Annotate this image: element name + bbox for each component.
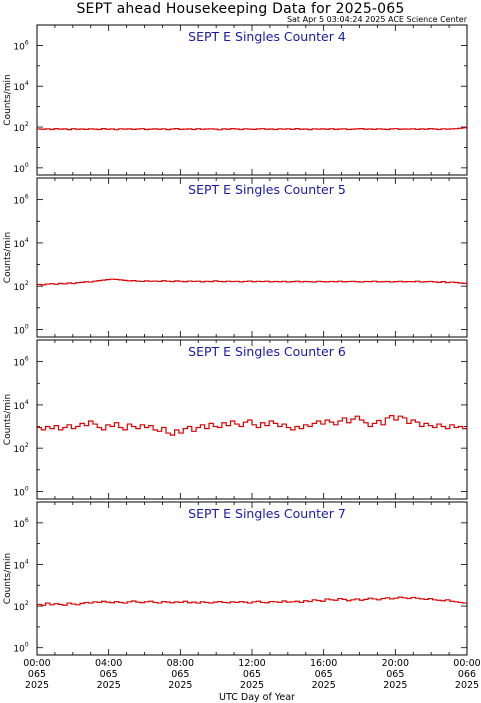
x-tick-label: 2025: [383, 680, 407, 691]
panel-title-4: SEPT E Singles Counter 7: [188, 506, 346, 521]
y-axis-label: Counts/min: [3, 553, 13, 604]
series-line-3: [37, 415, 467, 436]
x-tick-label: 2025: [168, 680, 192, 691]
x-tick-label: 12:00: [238, 658, 265, 669]
series-line-4: [37, 596, 467, 606]
x-tick-label: 065: [243, 669, 261, 680]
x-tick-label: 2025: [25, 680, 49, 691]
x-tick-label: 065: [100, 669, 118, 680]
y-axis-label: Counts/min: [3, 74, 13, 125]
x-tick-label: 2025: [97, 680, 121, 691]
y-tick-label: 100: [13, 162, 28, 175]
x-tick-label: 2025: [240, 680, 264, 691]
series-line-1: [37, 127, 467, 131]
y-tick-label: 102: [13, 442, 28, 455]
y-tick-label: 102: [13, 600, 28, 613]
x-tick-label: 066: [458, 669, 476, 680]
y-tick-label: 102: [13, 280, 28, 293]
panel-title-1: SEPT E Singles Counter 4: [188, 29, 346, 44]
y-axis-label: Counts/min: [3, 232, 13, 283]
plot-frame-2: [36, 177, 468, 338]
y-tick-label: 106: [13, 517, 28, 530]
x-tick-label: 065: [171, 669, 189, 680]
x-tick-label: 00:00: [23, 658, 50, 669]
y-tick-label: 104: [13, 399, 28, 412]
timestamp: Sat Apr 5 03:04:24 2025 ACE Science Cent…: [286, 15, 467, 24]
x-tick-label: 065: [315, 669, 333, 680]
y-tick-label: 100: [13, 323, 28, 336]
y-tick-label: 104: [13, 80, 28, 93]
x-tick-label: 065: [386, 669, 404, 680]
y-tick-label: 106: [13, 39, 28, 52]
y-tick-label: 104: [13, 237, 28, 250]
x-tick-label: 04:00: [95, 658, 122, 669]
x-tick-label: 2025: [312, 680, 336, 691]
y-tick-label: 106: [13, 194, 28, 207]
y-tick-label: 100: [13, 642, 28, 655]
plot-frame-4: [36, 501, 468, 656]
x-axis-label: UTC Day of Year: [219, 692, 295, 703]
y-tick-label: 100: [13, 485, 28, 498]
series-line-2: [37, 278, 467, 286]
panel-title-3: SEPT E Singles Counter 6: [188, 344, 346, 359]
x-tick-label: 16:00: [310, 658, 337, 669]
panel-title-2: SEPT E Singles Counter 5: [188, 182, 346, 197]
y-axis-label: Counts/min: [3, 394, 13, 445]
x-tick-label: 08:00: [167, 658, 194, 669]
y-tick-label: 106: [13, 356, 28, 369]
y-tick-label: 104: [13, 558, 28, 571]
x-tick-label: 20:00: [382, 658, 409, 669]
x-tick-label: 00:00: [453, 658, 480, 669]
main-title: SEPT ahead Housekeeping Data for 2025-06…: [76, 1, 405, 17]
y-tick-label: 102: [13, 121, 28, 134]
x-tick-label: 065: [28, 669, 46, 680]
plot-frame-1: [36, 24, 468, 176]
x-tick-label: 2025: [455, 680, 479, 691]
